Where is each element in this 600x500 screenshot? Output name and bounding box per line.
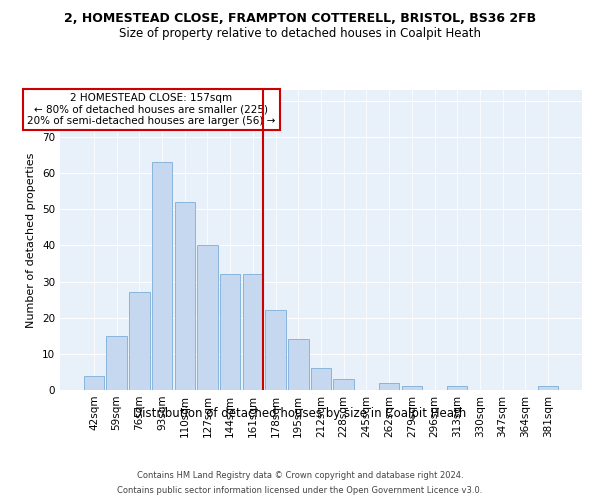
Bar	[311, 368, 331, 390]
Bar	[401, 386, 422, 390]
Bar	[538, 386, 558, 390]
Bar	[84, 376, 104, 390]
Bar	[152, 162, 172, 390]
Bar	[106, 336, 127, 390]
Bar	[288, 340, 308, 390]
Text: 2, HOMESTEAD CLOSE, FRAMPTON COTTERELL, BRISTOL, BS36 2FB: 2, HOMESTEAD CLOSE, FRAMPTON COTTERELL, …	[64, 12, 536, 26]
Text: Size of property relative to detached houses in Coalpit Heath: Size of property relative to detached ho…	[119, 28, 481, 40]
Bar	[220, 274, 241, 390]
Bar	[265, 310, 286, 390]
Y-axis label: Number of detached properties: Number of detached properties	[26, 152, 37, 328]
Text: Contains public sector information licensed under the Open Government Licence v3: Contains public sector information licen…	[118, 486, 482, 495]
Bar	[175, 202, 195, 390]
Bar	[197, 246, 218, 390]
Bar	[334, 379, 354, 390]
Bar	[129, 292, 149, 390]
Bar	[379, 383, 400, 390]
Bar	[447, 386, 467, 390]
Text: Distribution of detached houses by size in Coalpit Heath: Distribution of detached houses by size …	[133, 408, 467, 420]
Text: 2 HOMESTEAD CLOSE: 157sqm
← 80% of detached houses are smaller (225)
20% of semi: 2 HOMESTEAD CLOSE: 157sqm ← 80% of detac…	[27, 93, 275, 126]
Text: Contains HM Land Registry data © Crown copyright and database right 2024.: Contains HM Land Registry data © Crown c…	[137, 471, 463, 480]
Bar	[242, 274, 263, 390]
